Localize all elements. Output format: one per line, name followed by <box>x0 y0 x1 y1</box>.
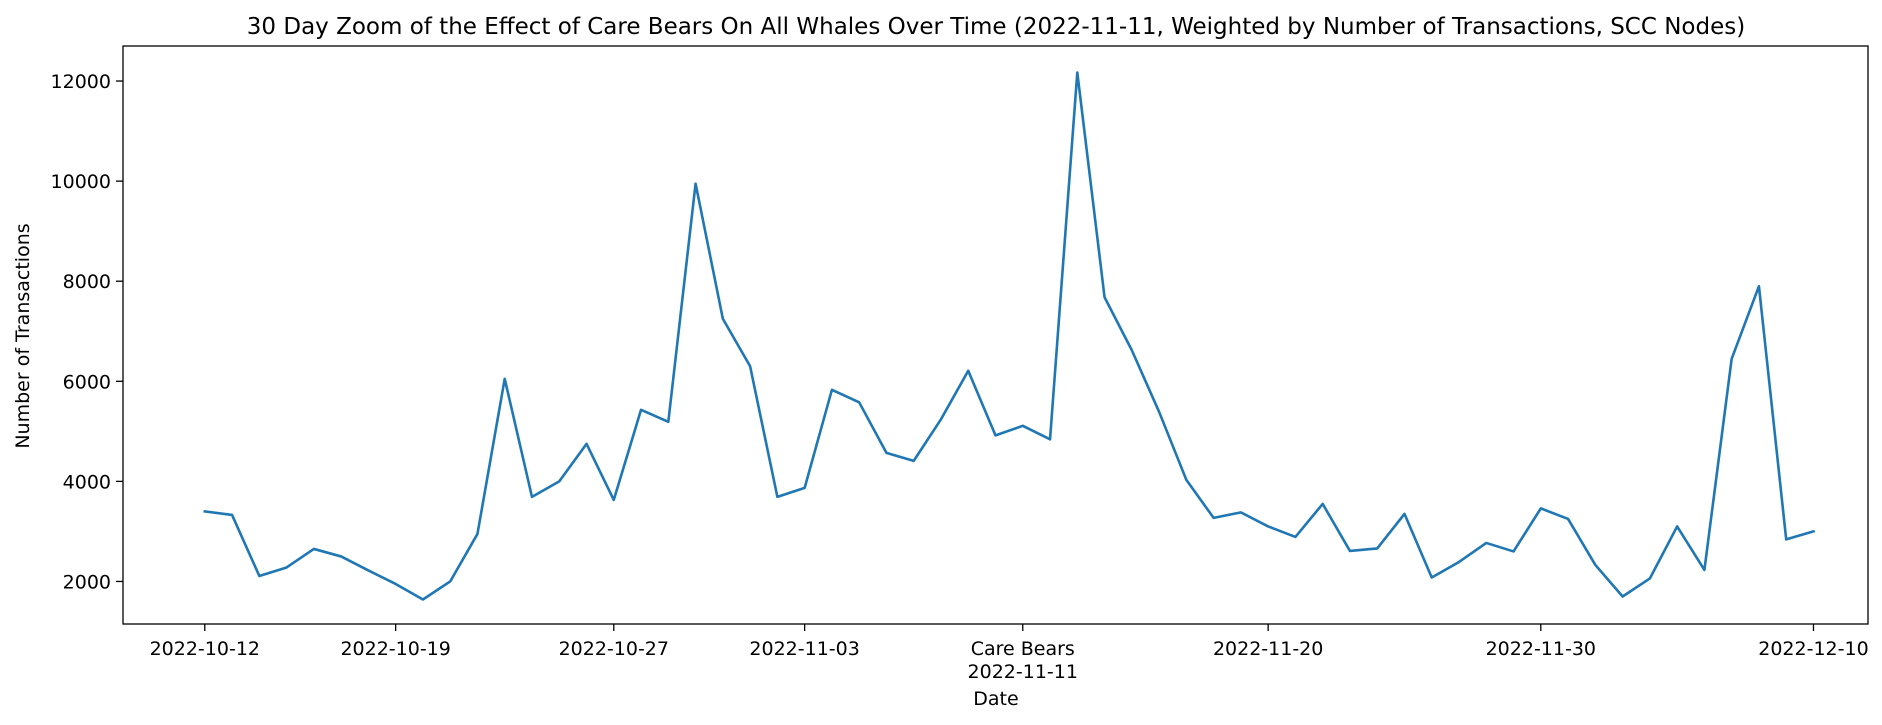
x-tick-label: 2022-10-27 <box>559 638 669 660</box>
y-tick-label: 6000 <box>63 371 111 393</box>
x-tick-label: 2022-10-19 <box>340 638 450 660</box>
y-tick-label: 10000 <box>51 171 111 193</box>
plot-frame <box>122 45 1869 625</box>
x-tick-label: 2022-11-30 <box>1486 638 1596 660</box>
y-tick-label: 12000 <box>51 71 111 93</box>
x-tick-label: Care Bears <box>971 638 1075 660</box>
x-tick-label: 2022-11-20 <box>1213 638 1323 660</box>
x-tick-label: 2022-11-03 <box>749 638 859 660</box>
y-tick-label: 2000 <box>63 571 111 593</box>
x-tick-sublabel: 2022-11-11 <box>968 661 1078 683</box>
x-tick-label: 2022-10-12 <box>150 638 260 660</box>
x-axis-title: Date <box>973 688 1018 710</box>
y-tick-label: 4000 <box>63 471 111 493</box>
y-tick-label: 8000 <box>63 271 111 293</box>
series-line <box>203 71 1816 601</box>
chart-title: 30 Day Zoom of the Effect of Care Bears … <box>247 14 1745 40</box>
y-axis-title: Number of Transactions <box>12 223 34 448</box>
y-axis-ticks: 2000 4000 6000 8000 10000 12000 <box>51 71 123 593</box>
series-layer <box>203 71 1816 601</box>
x-tick-label: 2022-12-10 <box>1758 638 1868 660</box>
x-axis-ticks: 2022-10-12 2022-10-19 2022-10-27 2022-11-03… <box>150 624 1869 683</box>
